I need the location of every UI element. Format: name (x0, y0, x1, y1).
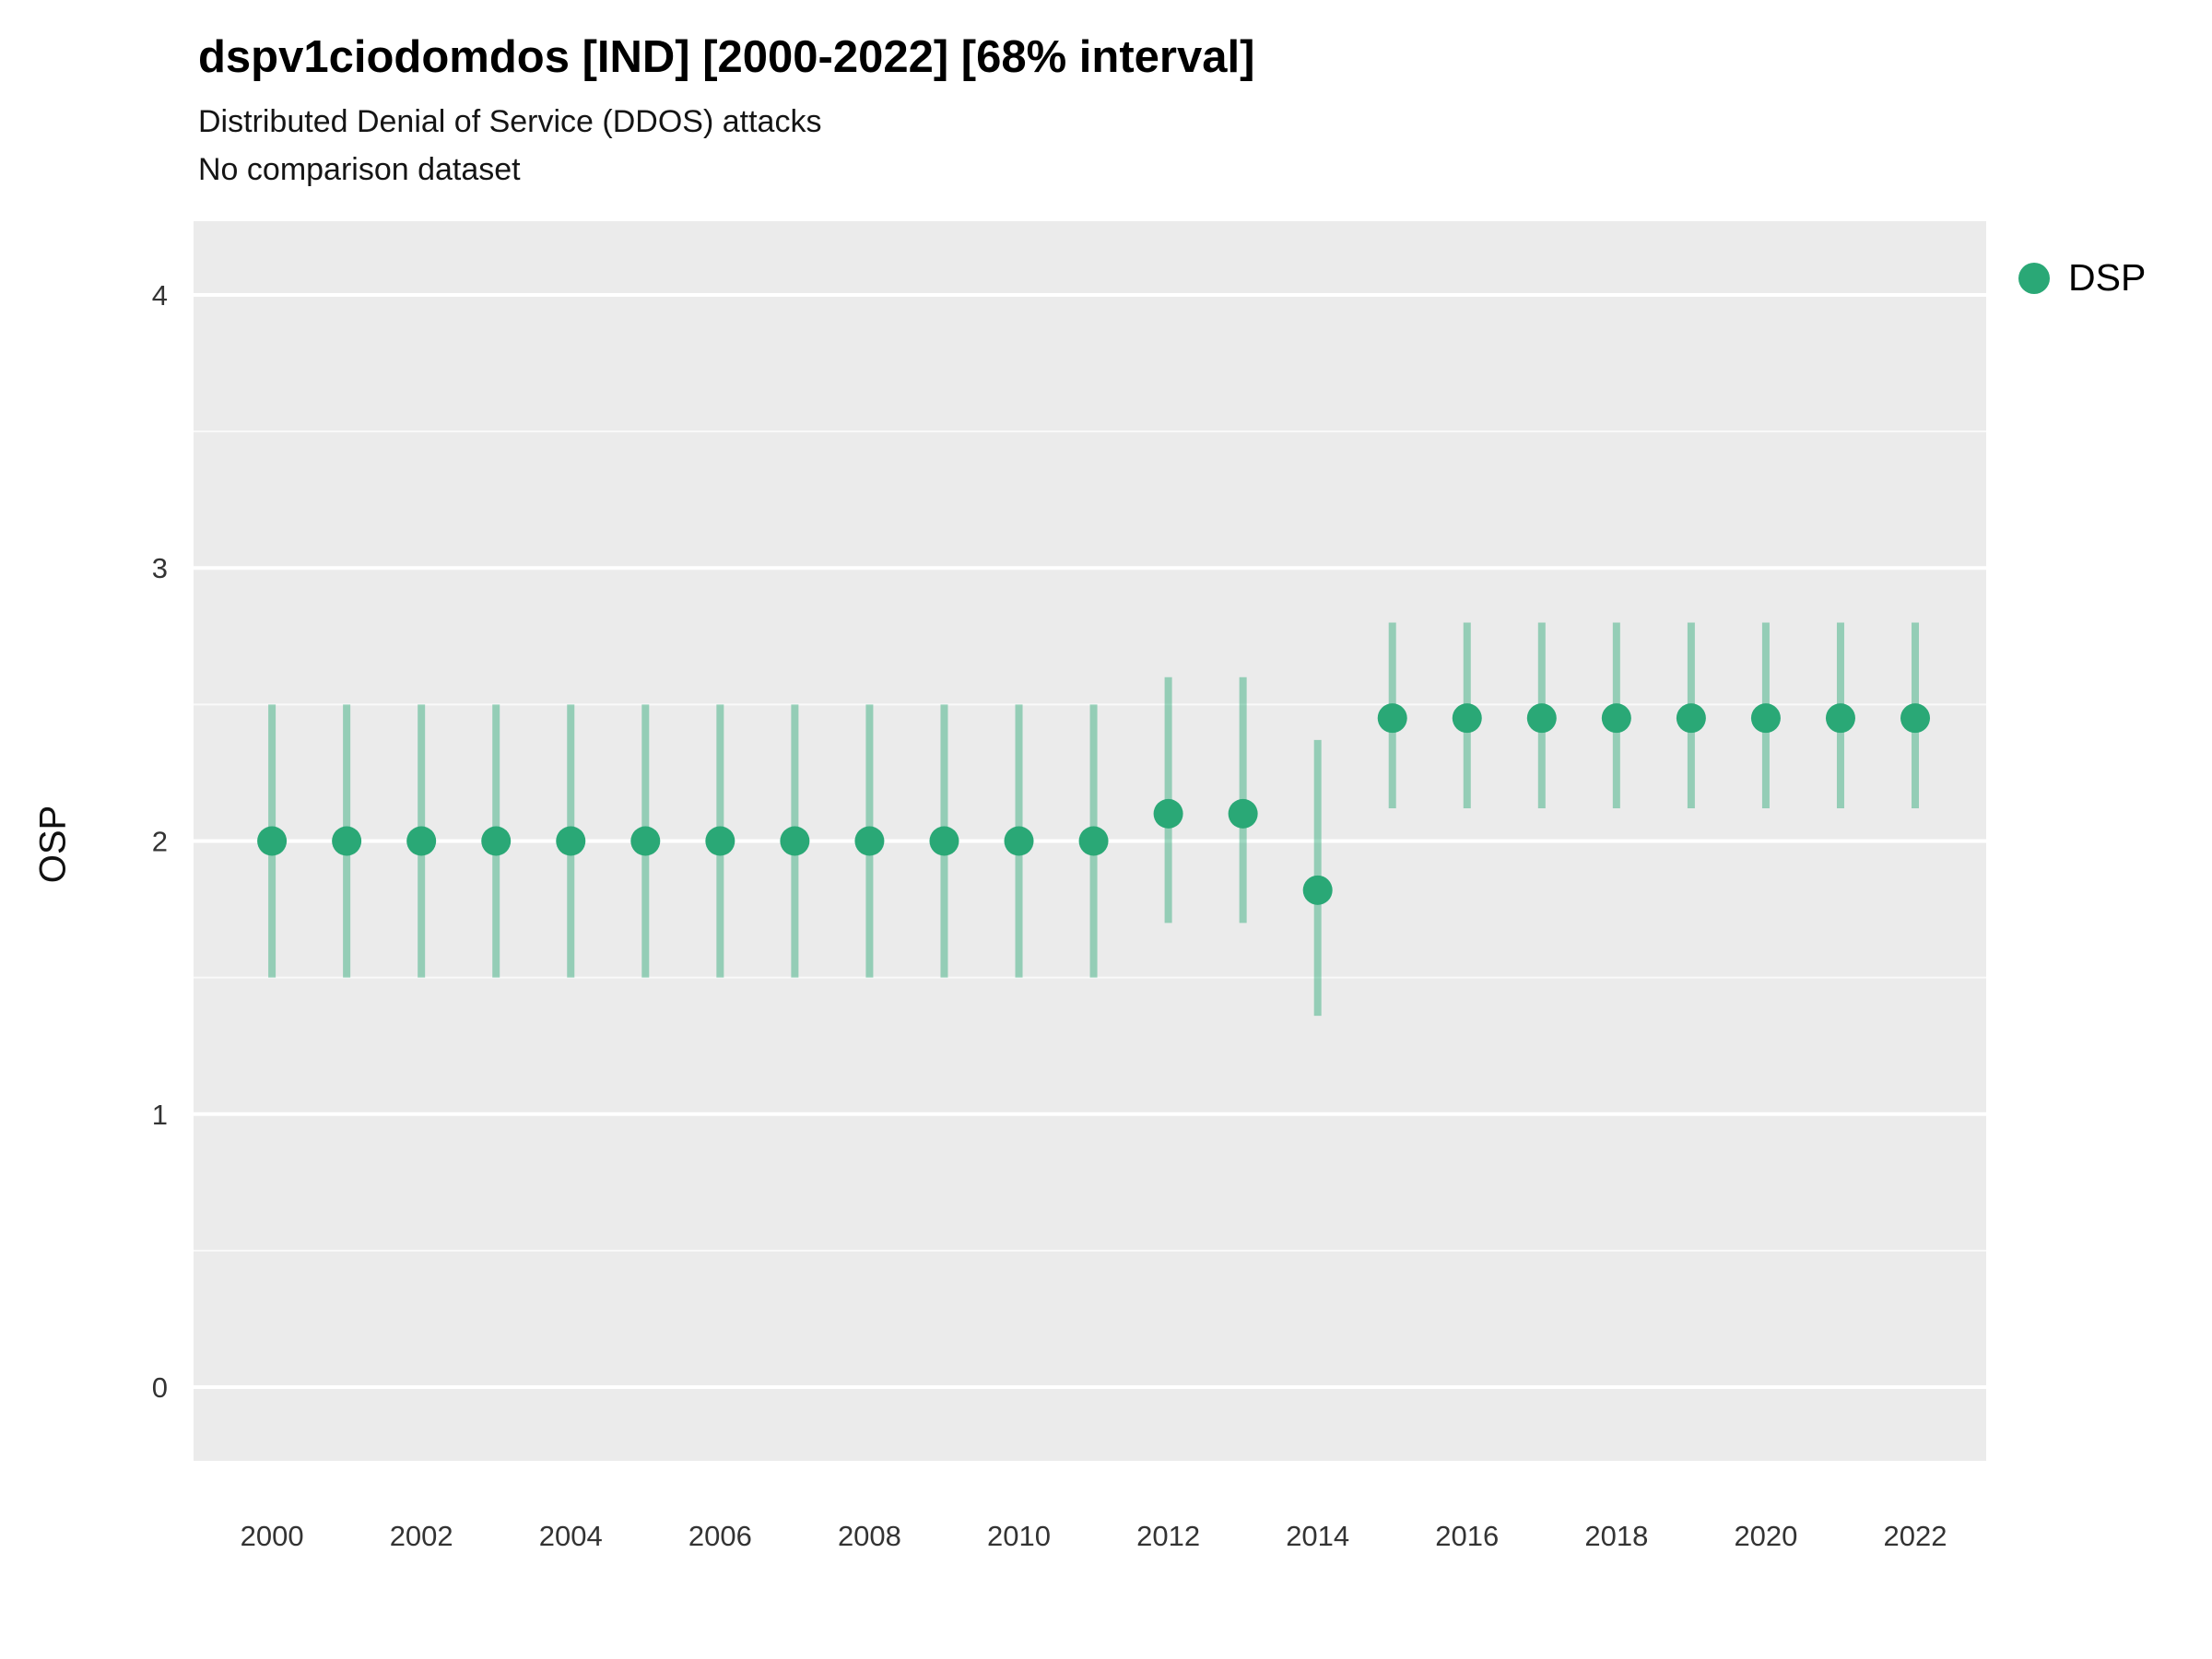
point-DSP-2011 (1078, 826, 1109, 856)
legend-dot-dsp (2018, 262, 2050, 294)
point-DSP-2014 (1302, 875, 1333, 905)
point-DSP-2001 (332, 826, 362, 856)
point-DSP-2004 (556, 826, 586, 856)
y-tick-label-1: 1 (152, 1099, 168, 1131)
chart-title: dspv1ciodomdos [IND] [2000-2022] [68% in… (198, 32, 1255, 82)
x-tick-label-2000: 2000 (241, 1520, 304, 1552)
point-DSP-2019 (1676, 703, 1706, 734)
point-DSP-2000 (257, 826, 288, 856)
chart-note: No comparison dataset (198, 152, 521, 187)
point-DSP-2022 (1900, 703, 1931, 734)
point-DSP-2002 (406, 826, 437, 856)
point-DSP-2015 (1377, 703, 1407, 734)
x-tick-label-2018: 2018 (1584, 1520, 1648, 1552)
y-tick-label-3: 3 (152, 552, 168, 584)
point-DSP-2010 (1004, 826, 1034, 856)
x-tick-label-2008: 2008 (838, 1520, 901, 1552)
x-tick-label-2010: 2010 (987, 1520, 1051, 1552)
point-DSP-2020 (1750, 703, 1781, 734)
x-tick-label-2002: 2002 (390, 1520, 453, 1552)
point-DSP-2017 (1526, 703, 1557, 734)
y-tick-label-4: 4 (152, 279, 168, 312)
point-DSP-2018 (1601, 703, 1631, 734)
legend-label-dsp: DSP (2068, 256, 2147, 299)
y-tick-label-2: 2 (152, 826, 168, 858)
point-DSP-2021 (1825, 703, 1855, 734)
y-tick-label-0: 0 (152, 1371, 168, 1404)
x-tick-label-2006: 2006 (688, 1520, 752, 1552)
x-tick-label-2022: 2022 (1884, 1520, 1947, 1552)
point-DSP-2009 (929, 826, 959, 856)
point-DSP-2003 (481, 826, 512, 856)
point-DSP-2016 (1452, 703, 1482, 734)
x-tick-label-2020: 2020 (1734, 1520, 1797, 1552)
x-tick-label-2014: 2014 (1286, 1520, 1349, 1552)
point-DSP-2012 (1153, 798, 1183, 829)
point-DSP-2013 (1228, 798, 1258, 829)
x-tick-label-2016: 2016 (1435, 1520, 1499, 1552)
chart-header: dspv1ciodomdos [IND] [2000-2022] [68% in… (198, 31, 1254, 194)
point-DSP-2007 (780, 826, 810, 856)
point-DSP-2008 (854, 826, 885, 856)
x-tick-label-2012: 2012 (1136, 1520, 1200, 1552)
point-DSP-2005 (630, 826, 661, 856)
point-DSP-2006 (705, 826, 735, 856)
legend: DSP (2018, 256, 2146, 300)
x-tick-label-2004: 2004 (539, 1520, 603, 1552)
chart-subtitle: Distributed Denial of Service (DDOS) att… (198, 104, 822, 139)
